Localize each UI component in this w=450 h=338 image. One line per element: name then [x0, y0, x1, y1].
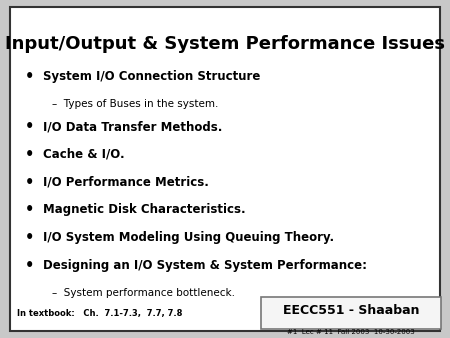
- Text: –  Types of Buses in the system.: – Types of Buses in the system.: [52, 99, 218, 109]
- Text: Input/Output & System Performance Issues: Input/Output & System Performance Issues: [5, 35, 445, 53]
- Text: –  System performance bottleneck.: – System performance bottleneck.: [52, 288, 235, 298]
- Text: I/O System Modeling Using Queuing Theory.: I/O System Modeling Using Queuing Theory…: [43, 231, 334, 244]
- Text: I/O Data Transfer Methods.: I/O Data Transfer Methods.: [43, 120, 222, 133]
- Text: System I/O Connection Structure: System I/O Connection Structure: [43, 70, 260, 82]
- Text: •: •: [25, 69, 34, 83]
- Text: •: •: [25, 258, 34, 273]
- Text: Designing an I/O System & System Performance:: Designing an I/O System & System Perform…: [43, 259, 367, 272]
- Text: •: •: [25, 147, 34, 162]
- Text: In textbook:   Ch.  7.1-7.3,  7.7, 7.8: In textbook: Ch. 7.1-7.3, 7.7, 7.8: [17, 309, 183, 318]
- Text: •: •: [25, 230, 34, 245]
- Text: EECC551 - Shaaban: EECC551 - Shaaban: [283, 304, 419, 317]
- Text: Magnetic Disk Characteristics.: Magnetic Disk Characteristics.: [43, 203, 245, 216]
- Text: •: •: [25, 175, 34, 190]
- Text: #1  Lec # 11  Fall 2003  10-30-2003: #1 Lec # 11 Fall 2003 10-30-2003: [287, 329, 415, 335]
- Text: •: •: [25, 119, 34, 134]
- Text: Cache & I/O.: Cache & I/O.: [43, 148, 124, 161]
- Text: I/O Performance Metrics.: I/O Performance Metrics.: [43, 176, 209, 189]
- Text: •: •: [25, 202, 34, 217]
- FancyBboxPatch shape: [261, 297, 441, 329]
